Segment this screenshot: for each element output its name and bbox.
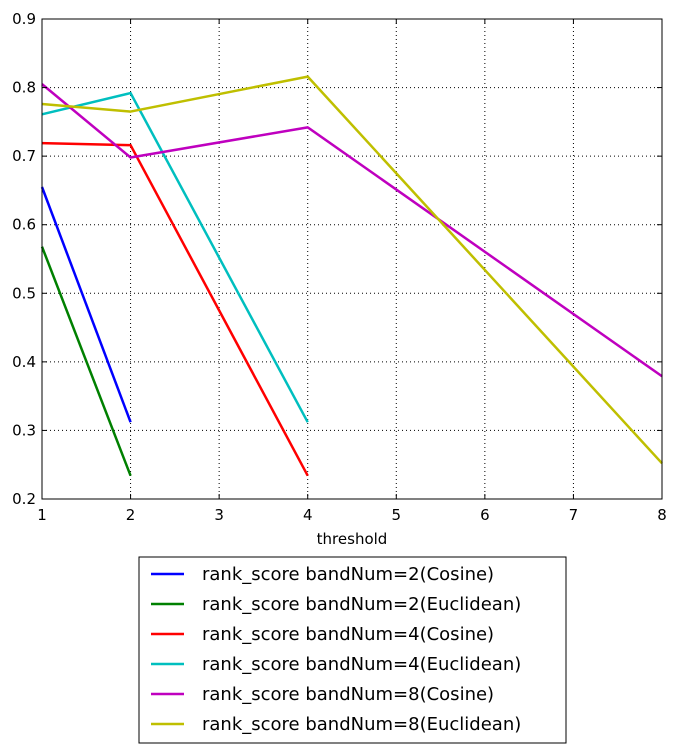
x-tick-label: 8 bbox=[657, 506, 667, 524]
y-tick-label: 0.9 bbox=[12, 10, 36, 28]
y-tick-label: 0.3 bbox=[12, 421, 36, 439]
legend-label-5: rank_score bandNum=8(Cosine) bbox=[202, 684, 494, 705]
legend-label-6: rank_score bandNum=8(Euclidean) bbox=[202, 714, 521, 735]
x-axis-label: threshold bbox=[317, 530, 388, 548]
legend-label-3: rank_score bandNum=4(Cosine) bbox=[202, 624, 494, 645]
y-tick-label: 0.8 bbox=[12, 79, 36, 97]
x-tick-label: 1 bbox=[37, 506, 47, 524]
legend: rank_score bandNum=2(Cosine) rank_score b… bbox=[138, 556, 567, 744]
grid bbox=[42, 19, 662, 499]
x-tick-label: 3 bbox=[214, 506, 224, 524]
series-line-3 bbox=[41, 141, 309, 477]
legend-label-4: rank_score bandNum=4(Euclidean) bbox=[202, 654, 521, 675]
series-line-2 bbox=[40, 246, 132, 477]
y-tick-label: 0.5 bbox=[12, 284, 36, 302]
x-tick-label: 5 bbox=[392, 506, 402, 524]
y-tick-label: 0.6 bbox=[12, 216, 36, 234]
series-line-1 bbox=[40, 186, 132, 423]
axis-ticks: 1 2 3 4 5 6 7 8 0.2 0.3 0.4 0.5 0.6 0.7 0.8 0.9 bbox=[12, 10, 667, 524]
legend-label-2: rank_score bandNum=2(Euclidean) bbox=[202, 594, 521, 615]
legend-label-1: rank_score bandNum=2(Cosine) bbox=[202, 564, 494, 585]
plot-frame bbox=[41, 18, 663, 500]
series-line-4 bbox=[41, 91, 309, 423]
x-tick-label: 4 bbox=[303, 506, 313, 524]
y-tick-label: 0.4 bbox=[12, 353, 36, 371]
series-line-6 bbox=[41, 75, 663, 465]
legend-frame bbox=[138, 556, 567, 744]
x-tick-label: 2 bbox=[126, 506, 136, 524]
y-tick-label: 0.7 bbox=[12, 147, 36, 165]
x-tick-label: 6 bbox=[480, 506, 490, 524]
series-line-5 bbox=[41, 83, 663, 378]
x-tick-label: 7 bbox=[569, 506, 579, 524]
y-tick-label: 0.2 bbox=[12, 490, 36, 508]
series-lines bbox=[40, 75, 663, 477]
